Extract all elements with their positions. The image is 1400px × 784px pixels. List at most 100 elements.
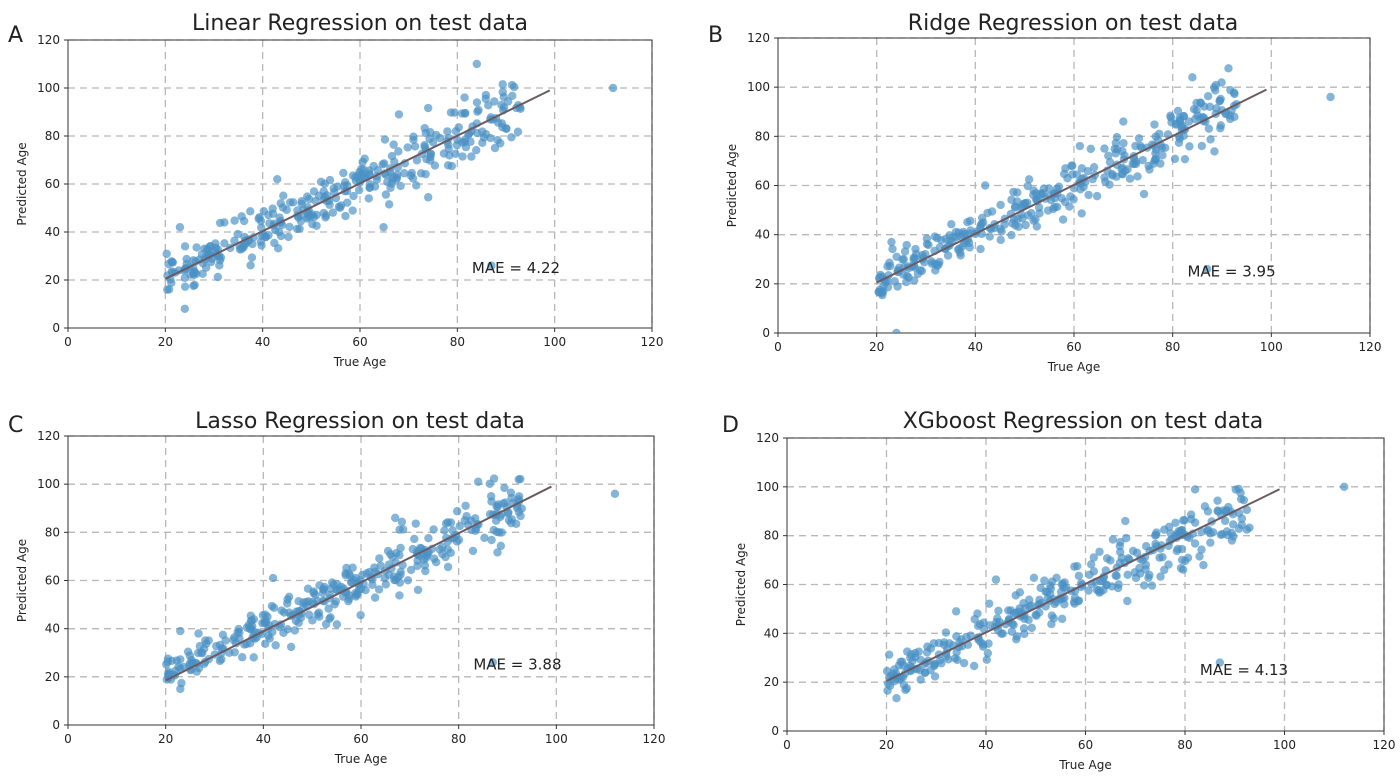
- scatter-point: [408, 544, 418, 554]
- scatter-point: [356, 584, 366, 594]
- scatter-point: [1177, 544, 1186, 554]
- scatter-point: [490, 97, 499, 106]
- x-axis-label: True Age: [334, 752, 388, 766]
- scatter-point: [464, 130, 473, 139]
- scatter-point: [1020, 614, 1029, 624]
- scatter-point: [190, 280, 199, 290]
- scatter-point: [431, 558, 441, 567]
- scatter-point: [886, 261, 895, 271]
- scatter-point: [892, 328, 901, 333]
- scatter-point: [249, 653, 258, 662]
- x-tick-label: 40: [968, 340, 983, 354]
- mae-annotation: MAE = 4.13: [1200, 661, 1288, 679]
- scatter-point: [370, 593, 380, 602]
- scatter-point: [1213, 496, 1222, 505]
- y-tick-label: 20: [755, 277, 770, 291]
- scatter-point: [237, 212, 246, 221]
- scatter-point: [429, 525, 438, 534]
- scatter-point: [426, 152, 435, 162]
- scatter-point: [286, 642, 296, 652]
- scatter-point: [408, 174, 418, 183]
- scatter-point: [374, 585, 384, 594]
- scatter-point: [424, 548, 433, 557]
- scatter-point: [1024, 595, 1034, 604]
- scatter-point: [215, 261, 224, 270]
- x-tick-label: 120: [643, 732, 666, 746]
- scatter-point: [987, 207, 997, 216]
- scatter-point: [930, 232, 940, 241]
- scatter-point: [238, 653, 247, 662]
- scatter-point: [1158, 151, 1167, 160]
- scatter-point: [1069, 195, 1078, 204]
- y-tick-label: 0: [771, 724, 779, 738]
- scatter-point: [164, 285, 174, 294]
- scatter-point: [481, 129, 491, 139]
- scatter-point: [268, 573, 278, 583]
- y-tick-label: 60: [45, 574, 60, 588]
- scatter-point: [1164, 560, 1173, 569]
- y-tick-label: 100: [37, 81, 60, 95]
- scatter-point: [175, 223, 185, 232]
- y-tick-label: 0: [52, 718, 60, 732]
- scatter-point: [1123, 570, 1132, 579]
- scatter-point: [330, 600, 339, 609]
- scatter-point: [484, 101, 493, 110]
- scatter-point: [498, 123, 507, 132]
- scatter-point: [1203, 91, 1213, 101]
- scatter-point: [507, 80, 517, 90]
- scatter-point: [916, 675, 925, 684]
- scatter-point: [976, 244, 985, 254]
- scatter-point: [893, 282, 902, 291]
- scatter-point: [410, 534, 419, 544]
- fit-line: [165, 485, 552, 682]
- x-tick-label: 60: [1066, 340, 1081, 354]
- chart-title: Lasso Regression on test data: [195, 409, 525, 434]
- scatter-point: [452, 507, 462, 516]
- scatter-point: [1242, 505, 1251, 515]
- y-tick-label: 120: [756, 431, 779, 445]
- scatter-point: [443, 562, 453, 572]
- scatter-point: [1029, 573, 1039, 583]
- scatter-point: [297, 199, 306, 208]
- scatter-point: [391, 549, 401, 558]
- x-tick-label: 60: [1078, 738, 1093, 752]
- scatter-point: [1173, 106, 1183, 116]
- scatter-point: [315, 612, 324, 621]
- scatter-point: [454, 123, 463, 132]
- scatter-point: [1200, 502, 1210, 511]
- scatter-point: [1183, 553, 1193, 563]
- scatter-point: [982, 655, 991, 664]
- y-tick-label: 20: [45, 273, 60, 287]
- scatter-point: [1197, 527, 1206, 536]
- x-axis-label: True Age: [333, 355, 387, 369]
- scatter-point: [256, 216, 266, 226]
- y-tick-label: 20: [45, 670, 60, 684]
- scatter-point: [420, 141, 429, 150]
- scatter-point: [506, 488, 516, 497]
- y-tick-label: 40: [764, 626, 779, 640]
- scatter-point: [902, 240, 911, 250]
- scatter-point: [381, 190, 391, 199]
- panel-letter: A: [8, 23, 23, 48]
- scatter-point: [922, 239, 932, 249]
- scatter-point: [234, 624, 243, 634]
- scatter-point: [396, 181, 405, 191]
- y-tick-label: 20: [764, 675, 779, 689]
- scatter-point: [930, 259, 940, 269]
- scatter-point: [180, 242, 190, 251]
- scatter-point: [344, 594, 354, 603]
- scatter-point: [182, 254, 191, 264]
- scatter-point: [233, 229, 242, 239]
- scatter-point: [1009, 187, 1018, 197]
- scatter-point: [1031, 215, 1040, 224]
- scatter-point: [335, 203, 345, 212]
- scatter-point: [411, 519, 420, 528]
- scatter-point: [1197, 545, 1206, 554]
- x-tick-label: 0: [783, 738, 791, 752]
- scatter-point: [176, 626, 185, 636]
- scatter-point: [994, 606, 1003, 616]
- scatter-point: [941, 652, 951, 661]
- scatter-point: [304, 194, 314, 204]
- scatter-point: [909, 253, 919, 262]
- scatter-point: [1086, 144, 1095, 154]
